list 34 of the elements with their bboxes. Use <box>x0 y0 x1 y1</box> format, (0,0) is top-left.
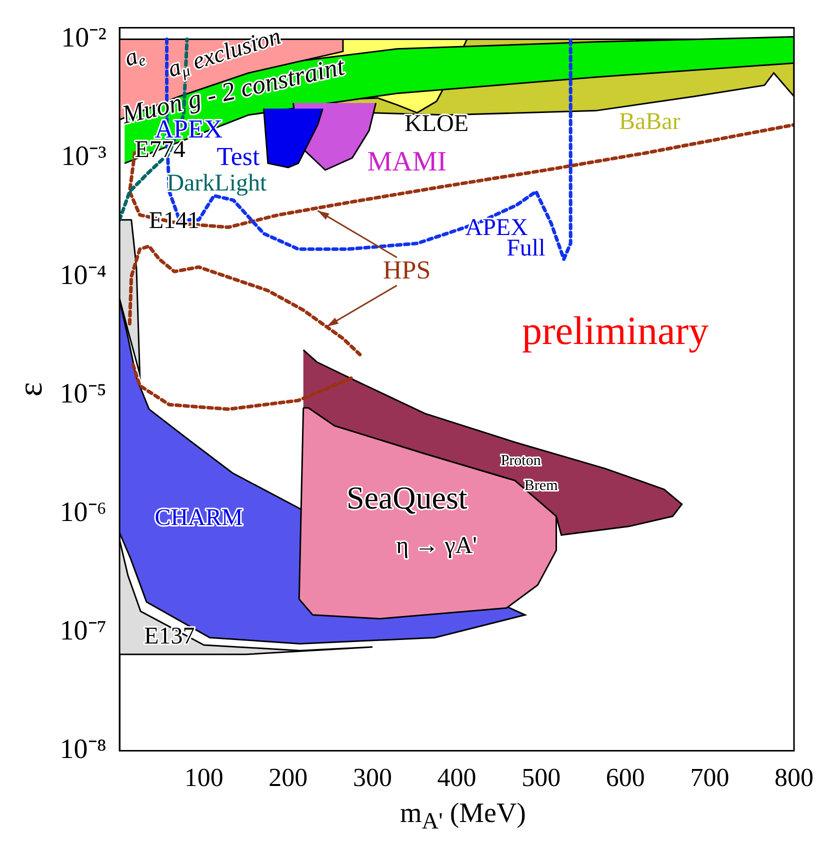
y-tick-label: 10⁻⁴ <box>60 260 107 291</box>
annotation: Full <box>506 235 546 262</box>
x-tick-label: 800 <box>774 763 814 792</box>
annotation: preliminary <box>522 308 709 354</box>
y-tick-label: 10⁻³ <box>61 141 107 172</box>
annotation: SeaQuest <box>346 479 468 516</box>
annotation: Proton <box>500 452 542 469</box>
y-tick-label: 10⁻⁵ <box>60 378 107 410</box>
line-series <box>131 363 354 411</box>
x-tick-label: 100 <box>184 763 224 792</box>
x-tick-label: 700 <box>690 763 730 792</box>
annotation: Brem <box>524 478 558 494</box>
annotation: ae <box>122 44 148 72</box>
y-tick-label: 10⁻⁷ <box>60 616 107 647</box>
x-axis-title: m$_{A'}$ (MeV) <box>398 798 528 836</box>
x-tick-label: 500 <box>522 763 561 792</box>
annotation: MAMI <box>367 146 447 178</box>
annotation: E137 <box>144 624 195 650</box>
annotation: KLOE <box>404 110 469 137</box>
annotation: BaBar <box>619 108 680 135</box>
x-tick-label: 400 <box>437 763 476 792</box>
annotation: Test <box>216 142 261 171</box>
annotation: η → γA' <box>396 533 477 560</box>
x-tick-label: 200 <box>268 763 308 792</box>
annotation: E774 <box>134 137 186 164</box>
annotation: CHARM <box>154 505 243 532</box>
y-axis-title: ε <box>12 382 50 396</box>
y-tick-label: 10⁻⁶ <box>60 496 107 528</box>
y-tick-label: 10⁻⁸ <box>60 734 107 766</box>
annotation: HPS <box>383 255 431 284</box>
x-tick-label: 600 <box>606 763 645 792</box>
x-tick-label: 300 <box>352 763 392 792</box>
line-series <box>128 244 364 359</box>
y-tick-label: 10⁻² <box>61 22 107 54</box>
